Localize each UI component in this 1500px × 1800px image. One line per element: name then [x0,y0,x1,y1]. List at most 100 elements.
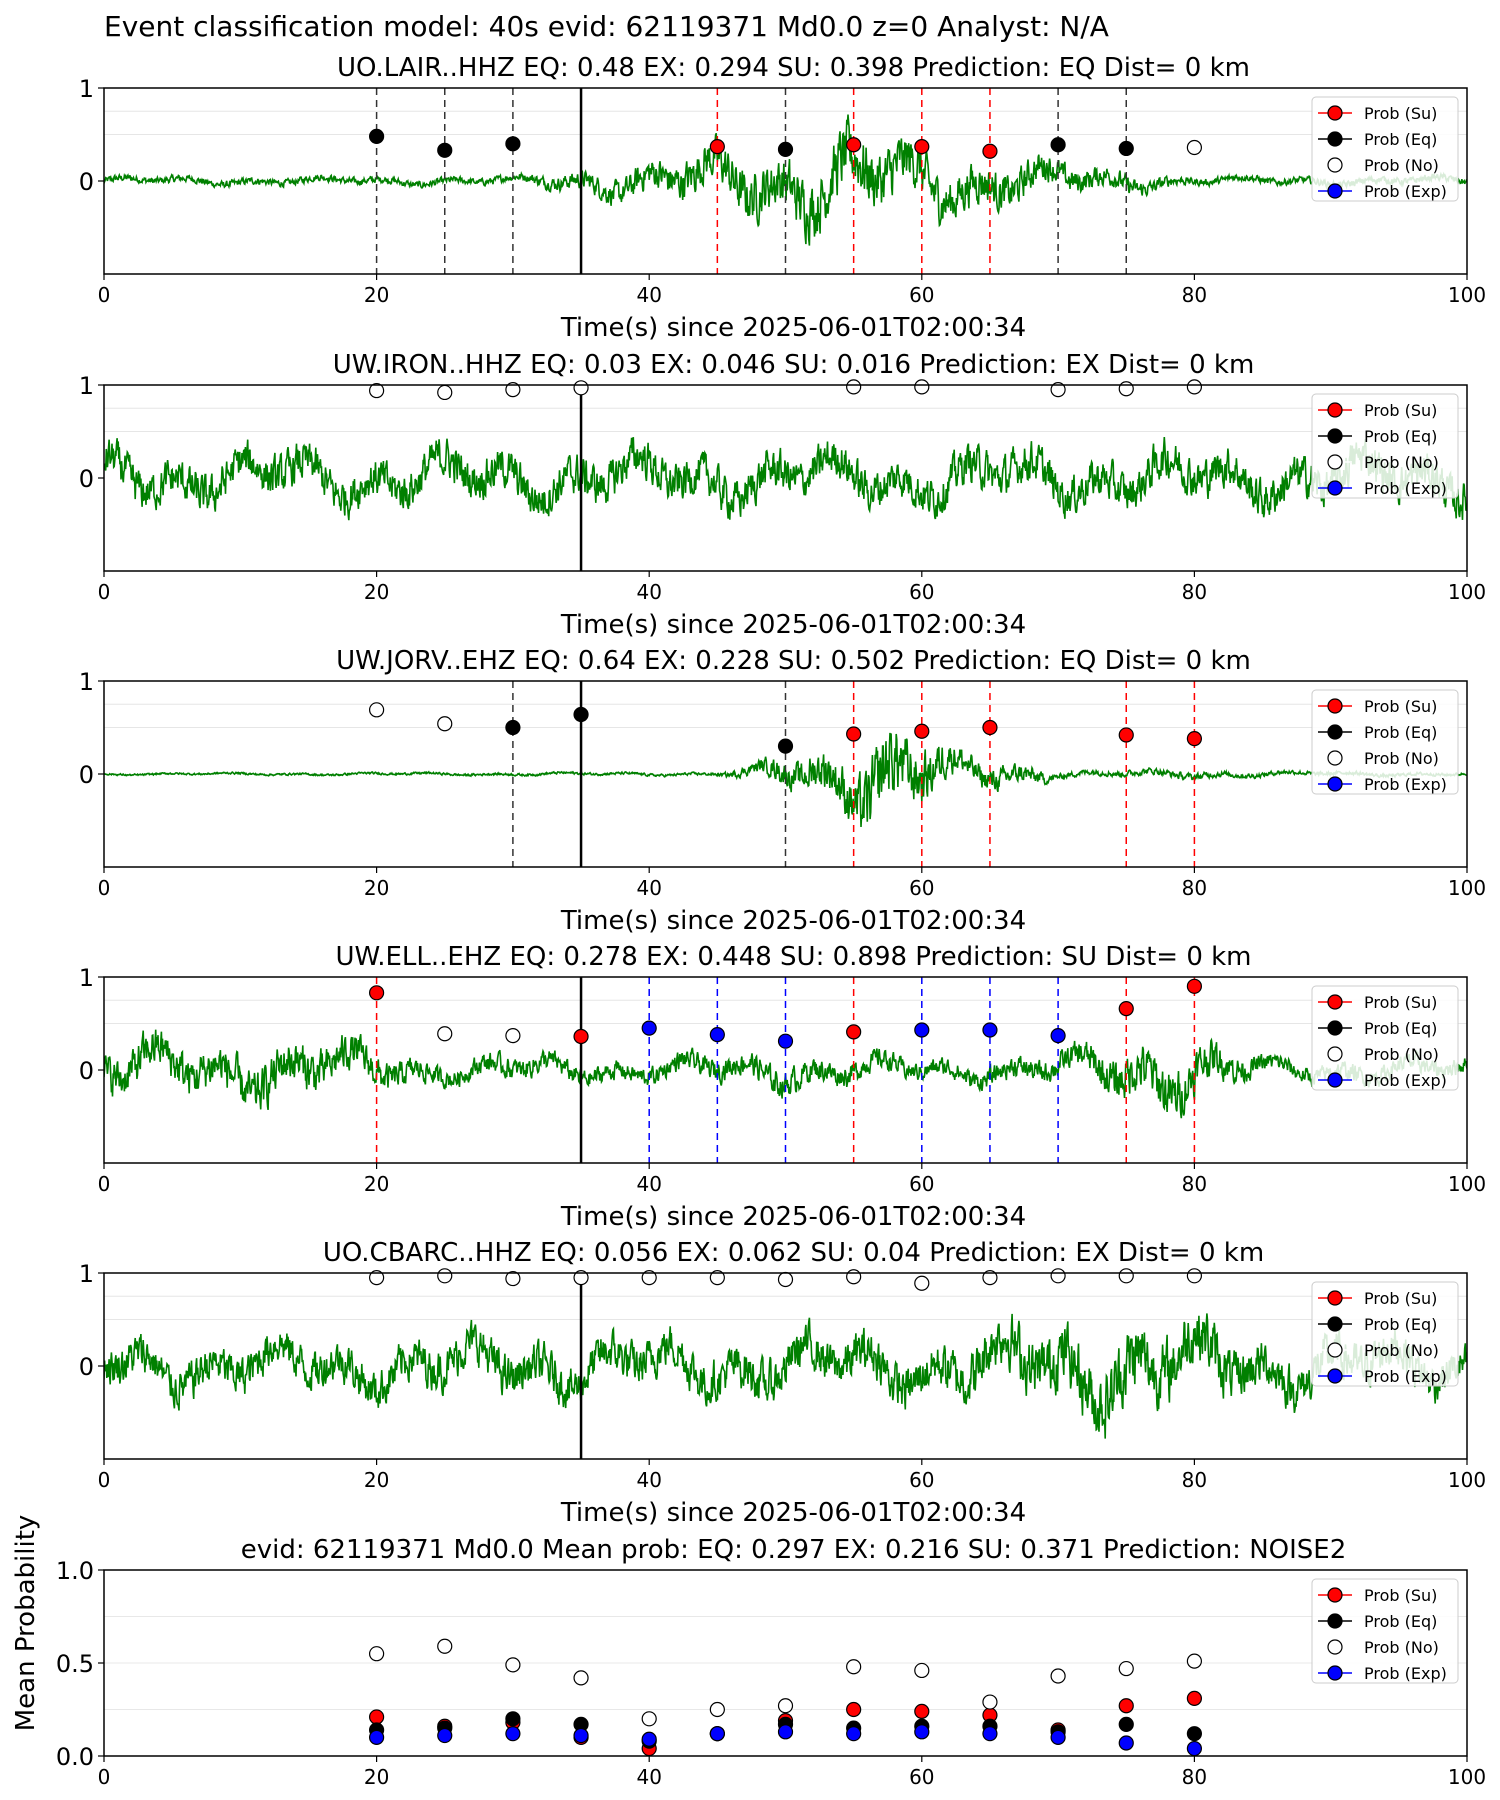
prob-point-su [982,719,998,736]
prob-point-no [777,1698,794,1714]
prob-point-exp [1050,1027,1066,1044]
legend-marker-no [1327,1046,1343,1062]
legend-label: Prob (Eq) [1364,1612,1437,1631]
legend-label: Prob (Exp) [1364,182,1447,201]
x-tick-label: 60 [909,283,934,307]
legend-label: Prob (Exp) [1364,1071,1447,1090]
y-tick-label: 1 [79,372,94,400]
panel-4: UW.ELL..EHZ EQ: 0.278 EX: 0.448 SU: 0.89… [79,942,1486,1232]
panel-title: UO.LAIR..HHZ EQ: 0.48 EX: 0.294 SU: 0.39… [337,53,1250,83]
x-tick-label: 0 [98,876,111,900]
x-tick-label: 60 [909,1765,934,1789]
prob-point-su [1186,978,1203,994]
plot-area [104,1273,1467,1459]
prob-point-su [1186,731,1203,747]
legend-marker-no [1327,454,1343,470]
x-tick-label: 100 [1448,1172,1486,1196]
prob-point-exp [437,1727,453,1744]
prob-point-exp [982,1726,998,1742]
x-tick-label: 100 [1448,1765,1486,1789]
prob-point-exp [914,1724,930,1740]
legend-label: Prob (No) [1364,453,1439,472]
legend-box [1311,985,1459,1091]
prob-point-eq [505,719,521,736]
prob-point-exp [573,1727,589,1744]
legend-box [1311,689,1459,795]
prob-point-no [1186,139,1203,156]
legend-marker-su [1327,1290,1343,1306]
prob-point-su [1186,1690,1203,1706]
prob-point-no [437,1026,453,1042]
plot-area [104,88,1467,274]
legend-marker-exp [1327,480,1343,496]
prob-point-no [1118,381,1134,397]
x-axis-label: Time(s) since 2025-06-01T02:00:34 [560,313,1026,343]
axes-frame [103,384,1468,572]
prob-point-su [1118,1698,1134,1714]
prob-point-no [1050,1268,1066,1284]
y-tick-label: 0 [79,168,94,196]
legend-box [1311,96,1459,202]
prob-point-su [1118,727,1134,743]
legend-marker-no [1327,1342,1343,1358]
x-tick-label: 20 [364,580,389,604]
y-tick-label: 0 [79,1353,94,1381]
prob-point-no [437,384,453,401]
prob-point-exp [505,1726,521,1742]
x-tick-label: 100 [1448,1468,1486,1492]
prob-point-exp [369,1729,385,1746]
prob-point-su [369,1709,385,1725]
prob-point-exp [982,1022,998,1038]
legend-box [1311,1281,1459,1387]
x-tick-label: 60 [909,876,934,900]
x-tick-label: 0 [98,1765,111,1789]
prob-point-no [914,1662,930,1679]
panel-title: UW.JORV..EHZ EQ: 0.64 EX: 0.228 SU: 0.50… [336,646,1251,676]
legend-marker-eq [1327,724,1343,740]
prob-point-no [437,716,453,732]
prob-point-su [914,1703,930,1719]
legend-marker-eq [1327,131,1343,147]
prob-point-no [573,1670,589,1686]
prob-point-eq [573,706,589,723]
x-axis-label: Time(s) since 2025-06-01T02:00:34 [560,906,1026,936]
legend-label: Prob (Exp) [1364,1367,1447,1386]
x-tick-label: 40 [636,1765,661,1789]
panel-5: UO.CBARC..HHZ EQ: 0.056 EX: 0.062 SU: 0.… [79,1238,1486,1528]
plot-area [104,977,1467,1163]
prob-point-exp [846,1726,862,1742]
x-tick-label: 40 [636,580,661,604]
y-tick-label: 1 [79,668,94,696]
legend-label: Prob (Su) [1364,401,1437,420]
legend: Prob (Su) Prob (Eq) Prob (No) Prob (Exp) [1311,1578,1459,1684]
prob-point-no [1186,379,1203,395]
waveform-trace [104,1313,1467,1439]
x-tick-label: 60 [909,1468,934,1492]
panel-3: UW.JORV..EHZ EQ: 0.64 EX: 0.228 SU: 0.50… [79,646,1486,936]
legend-label: Prob (Su) [1364,993,1437,1012]
prob-point-no [641,1711,657,1727]
x-tick-label: 20 [364,876,389,900]
prob-point-exp [1118,1735,1134,1751]
x-axis-label: Time(s) since 2025-06-01T02:00:34 [560,1202,1026,1232]
legend: Prob (Su) Prob (Eq) Prob (No) Prob (Exp) [1311,96,1459,202]
prob-point-no [846,1659,862,1675]
legend-marker-su [1327,105,1343,121]
panel-1: UO.LAIR..HHZ EQ: 0.48 EX: 0.294 SU: 0.39… [79,53,1486,343]
legend-marker-su [1327,994,1343,1010]
legend-marker-eq [1327,428,1343,444]
prob-point-eq [437,142,453,158]
legend-marker-exp [1327,776,1343,792]
prob-point-no [505,382,521,398]
legend-box [1311,1578,1459,1684]
axes-frame [103,1272,1468,1460]
prob-point-no [846,1269,862,1285]
x-tick-label: 40 [636,876,661,900]
prob-point-no [1050,1668,1066,1684]
x-tick-label: 100 [1448,876,1486,900]
prob-point-eq [505,136,521,152]
y-tick-label: 1.0 [56,1557,94,1585]
prob-point-no [1186,1268,1203,1284]
prob-point-no [1186,1653,1203,1669]
prob-point-no [573,380,589,396]
